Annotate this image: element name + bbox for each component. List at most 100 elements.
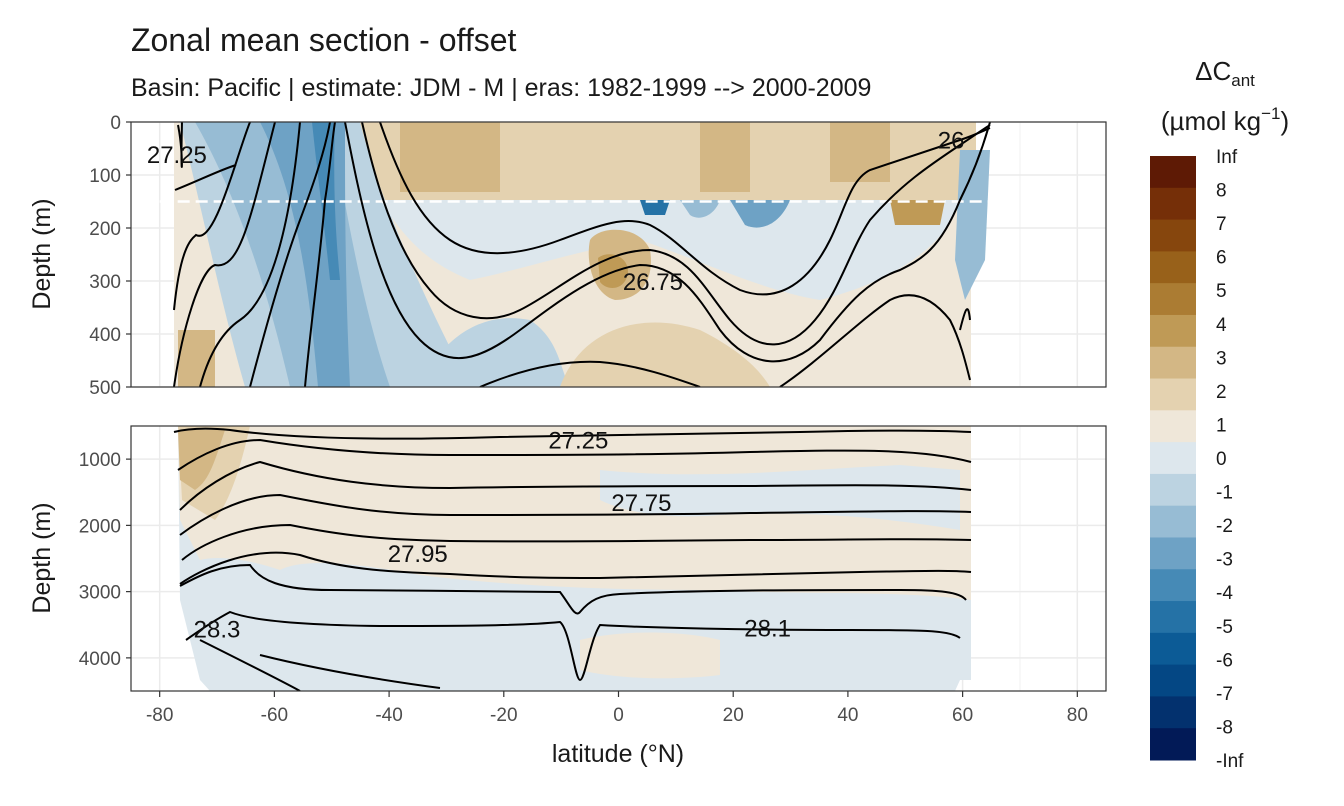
field-south-brown-mid	[178, 430, 225, 490]
legend-title: ΔCant	[1195, 56, 1255, 90]
contour-label: 27.25	[548, 428, 608, 455]
upper-y-axis-title: Depth (m)	[28, 198, 56, 309]
legend-swatch	[1150, 378, 1196, 411]
y-tick-label: 0	[110, 113, 121, 134]
y-tick-label: 200	[89, 219, 121, 240]
field-blue-spot	[730, 200, 790, 228]
upper-panel: 27.25 26.75 26 0 100 200 300 400 500 Depth (m)	[28, 113, 1107, 399]
legend-swatch	[1150, 283, 1196, 316]
y-tick-label: 4000	[79, 649, 121, 670]
contour-line	[179, 460, 972, 511]
field-surface-patch	[830, 122, 890, 182]
x-tick-label: -20	[490, 705, 517, 726]
legend-label: 0	[1216, 449, 1227, 470]
lower-panel: 27.25 27.75 27.95 28.3 28.1 1000 2000 3000 4000…	[28, 425, 1107, 692]
x-tick-label: -60	[261, 705, 288, 726]
contour-label: 27.95	[388, 541, 448, 568]
contour-line	[779, 294, 971, 387]
legend-swatch	[1150, 346, 1196, 380]
field-blue-spot	[640, 200, 670, 215]
legend-label: -8	[1216, 717, 1233, 738]
field-deep-beige	[580, 632, 720, 679]
contour-line	[379, 122, 991, 296]
x-tick-label: 0	[613, 705, 624, 726]
contour-line	[173, 427, 972, 440]
legend-label: 4	[1216, 315, 1227, 336]
field-east-blue	[955, 150, 990, 300]
legend-label: -1	[1216, 483, 1233, 504]
x-tick-label: 80	[1067, 705, 1088, 726]
legend-label: -Inf	[1216, 751, 1244, 772]
contour-label: 28.3	[194, 616, 241, 643]
legend-label: 1	[1216, 415, 1227, 436]
lower-field	[173, 426, 972, 691]
contour-line	[181, 523, 972, 561]
legend-label: 2	[1216, 382, 1227, 403]
contour-line	[179, 551, 972, 585]
legend-label: -4	[1216, 583, 1233, 604]
legend-swatch	[1150, 314, 1196, 348]
contour-line	[185, 610, 961, 682]
legend-swatch	[1150, 569, 1196, 602]
contour-line	[199, 122, 301, 387]
legend-label: -6	[1216, 650, 1233, 671]
contour-line	[177, 122, 183, 168]
legend-swatch	[1150, 219, 1196, 252]
field-surface-patch	[700, 122, 750, 192]
legend-swatch	[1150, 505, 1196, 538]
legend-label: 8	[1216, 181, 1227, 202]
legend-label: -5	[1216, 617, 1233, 638]
contour-line	[959, 308, 971, 331]
legend-label: Inf	[1216, 147, 1238, 168]
contour-line	[259, 654, 441, 689]
upper-field	[159, 122, 1078, 387]
x-axis: -80 -60 -40 -20 0 20 40 60 80	[146, 691, 1088, 726]
contour-label: 26	[938, 128, 965, 155]
contour-line	[173, 122, 276, 387]
contour-label: 26.75	[623, 269, 683, 296]
legend-label: 6	[1216, 248, 1227, 269]
legend-label: -2	[1216, 516, 1233, 537]
y-tick-label: 2000	[79, 516, 121, 537]
field-east-brown	[890, 200, 945, 225]
legend-label: -3	[1216, 550, 1233, 571]
legend-swatch	[1150, 156, 1196, 189]
chart-title: Zonal mean section - offset	[131, 22, 517, 58]
lower-contour-labels: 27.25 27.75 27.95 28.3 28.1	[194, 428, 791, 644]
chart-subtitle: Basin: Pacific | estimate: JDM - M | era…	[131, 74, 872, 102]
contour-line	[177, 438, 972, 471]
contour-line	[179, 563, 967, 615]
x-axis-title: latitude (°N)	[552, 740, 684, 768]
legend-swatch	[1150, 696, 1196, 729]
y-tick-label: 300	[89, 272, 121, 293]
y-tick-label: 3000	[79, 583, 121, 604]
contour-line	[179, 493, 972, 536]
contour-line	[249, 122, 331, 387]
lower-y-axis-title: Depth (m)	[28, 502, 56, 613]
legend-labels: Inf 8 7 6 5 4 3 2 1 0 -1 -2 -3 -4 -5 -6 -7 -8 -Inf	[1216, 147, 1244, 772]
contour-label: 28.1	[744, 616, 791, 643]
legend-swatch	[1150, 410, 1196, 443]
upper-contour-labels: 27.25 26.75 26	[147, 128, 965, 297]
legend-swatch	[1150, 537, 1196, 570]
y-tick-label: 400	[89, 325, 121, 346]
lower-contours	[173, 427, 972, 691]
legend-label: 7	[1216, 214, 1227, 235]
legend-swatch	[1150, 473, 1196, 507]
contour-line	[173, 122, 251, 311]
field-blue-spot	[680, 200, 720, 218]
x-tick-label: -40	[375, 705, 402, 726]
field-dashed-band	[380, 200, 960, 300]
contour-line	[174, 164, 237, 191]
x-tick-label: 20	[723, 705, 744, 726]
legend: ΔCant (µmol kg−1) Inf 8 7 6 5 4 3 2 1 0 -1 -2 -3 -4 -5…	[1150, 56, 1289, 772]
legend-swatch	[1150, 251, 1196, 284]
legend-swatch	[1150, 442, 1196, 475]
contour-line	[479, 360, 701, 387]
upper-contours	[173, 122, 991, 387]
field-mid-brown	[560, 322, 770, 387]
legend-colorbar	[1150, 156, 1196, 761]
y-tick-label: 500	[89, 378, 121, 399]
contour-line	[361, 122, 991, 346]
